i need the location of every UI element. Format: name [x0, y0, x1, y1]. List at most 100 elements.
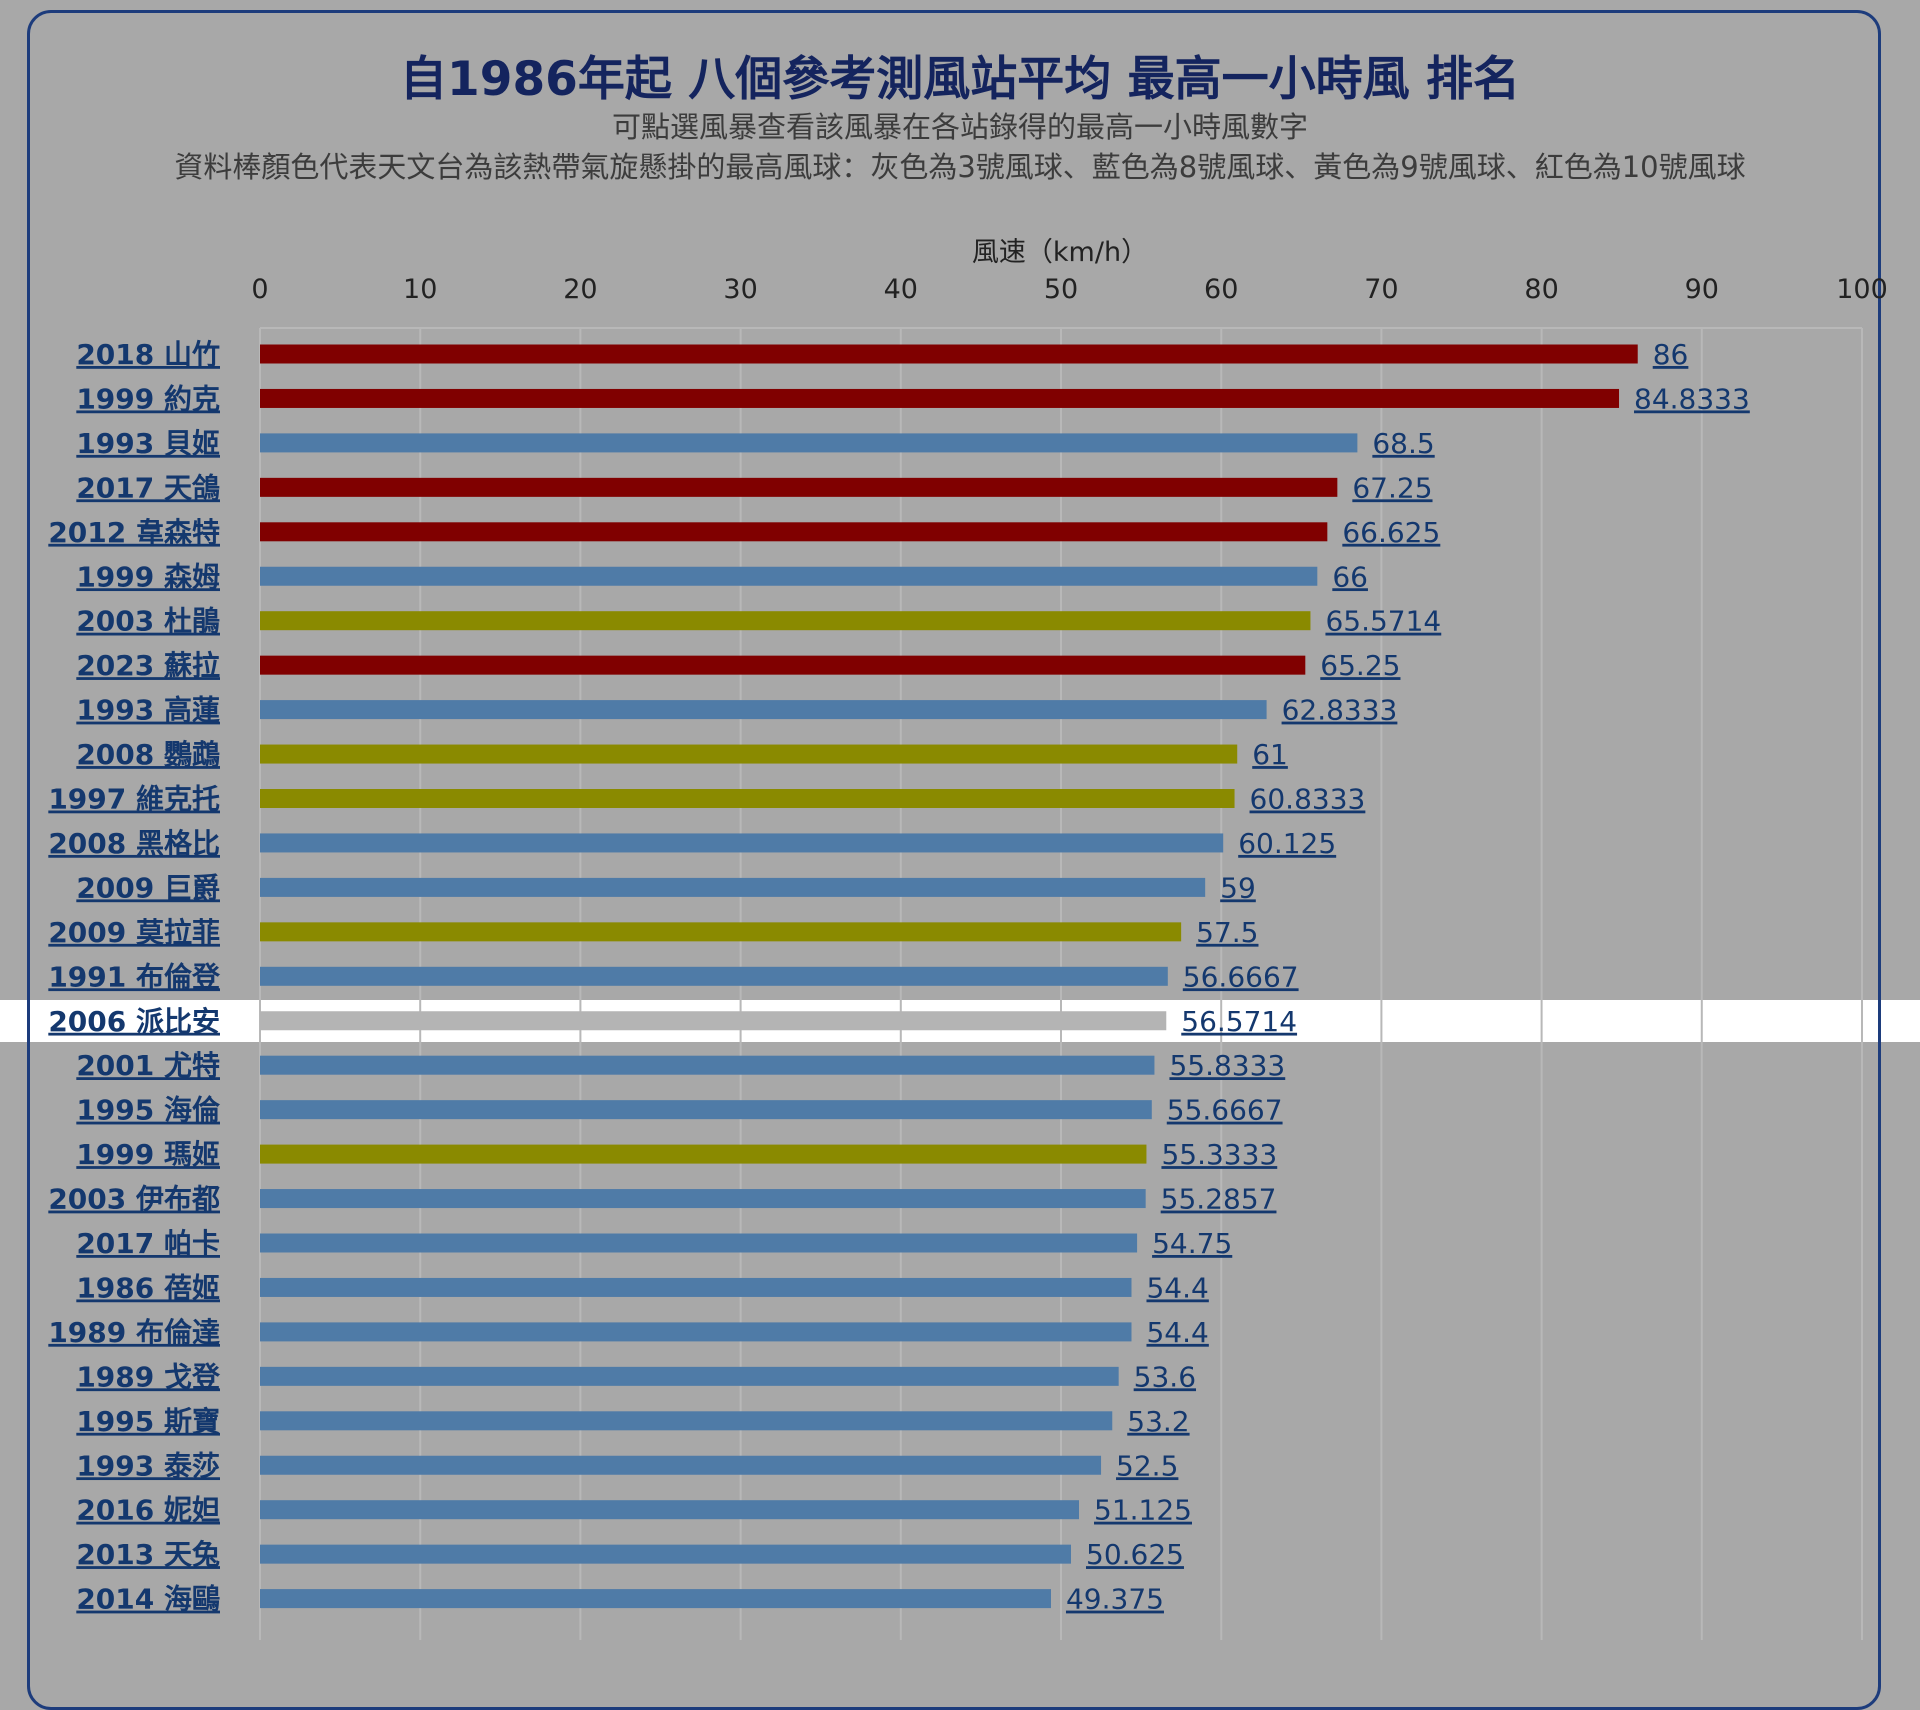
value-label[interactable]: 56.5714	[1181, 1005, 1297, 1038]
x-tick-label: 70	[1364, 274, 1398, 305]
category-label[interactable]: 1989 戈登	[76, 1360, 221, 1393]
bar[interactable]	[260, 966, 1168, 986]
category-label[interactable]: 1993 高蓮	[76, 694, 220, 727]
x-tick-label: 90	[1685, 274, 1719, 305]
bar[interactable]	[260, 1277, 1132, 1297]
category-label[interactable]: 2006 派比安	[48, 1005, 220, 1038]
value-label[interactable]: 66	[1332, 560, 1368, 593]
category-label[interactable]: 1995 斯寶	[76, 1405, 220, 1438]
bar[interactable]	[260, 922, 1182, 942]
x-axis-title: 風速（km/h）	[971, 237, 1149, 268]
value-label[interactable]: 54.75	[1152, 1227, 1232, 1260]
x-tick-label: 0	[251, 274, 268, 305]
bar[interactable]	[260, 1055, 1155, 1075]
category-label[interactable]: 2009 莫拉菲	[48, 916, 220, 949]
category-label[interactable]: 1999 瑪姬	[76, 1138, 220, 1171]
category-label[interactable]: 2017 天鴿	[76, 471, 220, 504]
x-tick-label: 40	[884, 274, 918, 305]
bar[interactable]	[260, 1144, 1147, 1164]
value-label[interactable]: 59	[1220, 871, 1256, 904]
x-tick-label: 50	[1044, 274, 1078, 305]
category-label[interactable]: 2016 妮妲	[76, 1494, 220, 1527]
value-label[interactable]: 65.25	[1320, 649, 1400, 682]
value-label[interactable]: 55.6667	[1167, 1094, 1283, 1127]
value-label[interactable]: 84.8333	[1634, 382, 1750, 415]
category-label[interactable]: 1986 蓓姬	[76, 1271, 220, 1304]
bar[interactable]	[260, 433, 1358, 453]
category-label[interactable]: 2001 尤特	[76, 1049, 220, 1082]
bar[interactable]	[260, 700, 1267, 720]
category-label[interactable]: 1995 海倫	[76, 1094, 221, 1127]
bar[interactable]	[260, 1500, 1080, 1520]
bar[interactable]	[260, 789, 1235, 808]
bar[interactable]	[260, 1233, 1138, 1253]
category-label[interactable]: 2012 韋森特	[48, 516, 220, 549]
category-label[interactable]: 1991 布倫登	[48, 960, 221, 993]
category-label[interactable]: 1999 森姆	[76, 560, 220, 593]
value-label[interactable]: 55.3333	[1161, 1138, 1277, 1171]
value-label[interactable]: 53.6	[1134, 1360, 1196, 1393]
category-label[interactable]: 2008 鸚鵡	[76, 738, 220, 771]
subtitle-legend: 資料棒顏色代表天文台為該熱帶氣旋懸掛的最高風球：灰色為3號風球、藍色為8號風球、…	[174, 150, 1746, 184]
value-label[interactable]: 67.25	[1352, 471, 1432, 504]
category-label[interactable]: 1997 維克托	[48, 783, 220, 816]
category-label[interactable]: 2003 伊布都	[48, 1183, 220, 1216]
x-tick-label: 80	[1524, 274, 1558, 305]
bar[interactable]	[260, 611, 1311, 631]
value-label[interactable]: 57.5	[1196, 916, 1258, 949]
value-label[interactable]: 86	[1653, 338, 1689, 371]
bar[interactable]	[260, 344, 1638, 364]
bar[interactable]	[260, 522, 1328, 542]
value-label[interactable]: 49.375	[1066, 1583, 1164, 1616]
category-label[interactable]: 2014 海鷗	[76, 1583, 220, 1616]
category-label[interactable]: 2013 天兔	[76, 1538, 220, 1571]
value-label[interactable]: 54.4	[1146, 1316, 1208, 1349]
x-tick-label: 20	[563, 274, 597, 305]
value-label[interactable]: 50.625	[1086, 1538, 1184, 1571]
subtitle-instructions: 可點選風暴查看該風暴在各站錄得的最高一小時風數字	[611, 110, 1308, 144]
value-label[interactable]: 68.5	[1372, 427, 1434, 460]
value-label[interactable]: 66.625	[1342, 516, 1440, 549]
category-label[interactable]: 1989 布倫達	[48, 1316, 220, 1349]
bar[interactable]	[260, 388, 1620, 408]
bar[interactable]	[260, 1100, 1152, 1120]
bar[interactable]	[260, 1011, 1167, 1031]
category-label[interactable]: 2009 巨爵	[76, 871, 220, 904]
bar[interactable]	[260, 1366, 1119, 1386]
value-label[interactable]: 53.2	[1127, 1405, 1189, 1438]
bar[interactable]	[260, 877, 1206, 897]
value-label[interactable]: 55.8333	[1169, 1049, 1285, 1082]
category-label[interactable]: 1999 約克	[76, 382, 220, 415]
category-label[interactable]: 1993 貝姬	[76, 427, 220, 460]
bar[interactable]	[260, 1189, 1146, 1209]
bar[interactable]	[260, 744, 1238, 764]
value-label[interactable]: 60.8333	[1250, 783, 1366, 816]
bar[interactable]	[260, 655, 1306, 675]
bar[interactable]	[260, 566, 1318, 586]
bar[interactable]	[260, 1455, 1102, 1475]
value-label[interactable]: 52.5	[1116, 1449, 1178, 1482]
x-tick-label: 60	[1204, 274, 1238, 305]
value-label[interactable]: 65.5714	[1325, 605, 1441, 638]
value-label[interactable]: 54.4	[1146, 1271, 1208, 1304]
value-label[interactable]: 56.6667	[1183, 960, 1299, 993]
category-label[interactable]: 2003 杜鵑	[76, 605, 220, 638]
bar[interactable]	[260, 833, 1224, 853]
value-label[interactable]: 61	[1252, 738, 1288, 771]
bar[interactable]	[260, 477, 1338, 497]
value-label[interactable]: 62.8333	[1282, 694, 1398, 727]
bar[interactable]	[260, 1322, 1132, 1342]
value-label[interactable]: 55.2857	[1161, 1183, 1277, 1216]
category-label[interactable]: 2018 山竹	[76, 338, 220, 371]
category-label[interactable]: 2023 蘇拉	[76, 649, 220, 682]
category-label[interactable]: 1993 泰莎	[76, 1449, 220, 1482]
x-tick-label: 100	[1836, 274, 1888, 305]
category-label[interactable]: 2008 黑格比	[48, 827, 220, 860]
bar[interactable]	[260, 1544, 1072, 1564]
bar-chart: 0 10 20 30 40 50 60 70 80 90 100 2018 山竹 86 1999 約克 84…	[48, 274, 1888, 1640]
value-label[interactable]: 60.125	[1238, 827, 1336, 860]
bar[interactable]	[260, 1411, 1113, 1431]
bar[interactable]	[260, 1589, 1051, 1609]
value-label[interactable]: 51.125	[1094, 1494, 1192, 1527]
category-label[interactable]: 2017 帕卡	[76, 1227, 220, 1260]
